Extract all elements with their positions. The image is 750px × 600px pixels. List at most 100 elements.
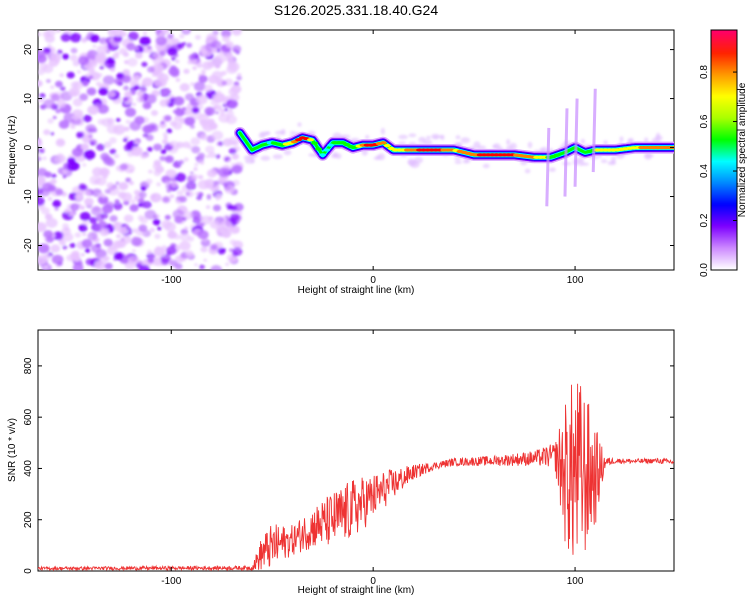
colorbar-stripe [711, 250, 737, 253]
noise-blob [166, 246, 177, 255]
noise-blob [124, 60, 129, 65]
noise-blob [38, 255, 47, 265]
noise-blob [62, 175, 67, 179]
snr-y-ticks: 0 200 400 600 800 [23, 357, 674, 574]
y-tick-label: 20 [23, 44, 34, 56]
noise-blob [200, 161, 205, 165]
ridge-peak [311, 141, 319, 145]
noise-blob [100, 97, 107, 103]
noise-blob [116, 234, 121, 239]
noise-blob [195, 34, 201, 40]
noise-blob [124, 107, 137, 118]
noise-blob [136, 96, 145, 103]
noise-blob [108, 91, 116, 98]
spectrogram-y-ticks: -20 -10 0 10 20 [23, 44, 674, 253]
colorbar-stripe [711, 74, 737, 77]
noise-blob [183, 157, 189, 162]
noise-blob [53, 231, 64, 240]
ridge-peak [323, 148, 331, 152]
colorbar-ticks: 0.0 0.2 0.4 0.6 0.8 [699, 65, 737, 277]
noise-blob [170, 69, 180, 78]
noise-blob [98, 256, 108, 264]
noise-blob [170, 65, 177, 71]
colorbar-stripe [711, 132, 737, 135]
noise-blob [159, 50, 167, 57]
noise-blob [228, 100, 238, 108]
noise-blob [50, 244, 61, 253]
noise-blob [131, 236, 143, 247]
noise-blob [84, 197, 94, 206]
noise-blob [110, 67, 116, 72]
noise-blob [135, 52, 143, 59]
colorbar-stripe [711, 260, 737, 263]
noise-blob [112, 221, 122, 229]
noise-blob [157, 226, 162, 231]
colorbar-stripe [711, 70, 737, 73]
colorbar-stripe [711, 258, 737, 261]
noise-blob [90, 206, 103, 216]
noise-blob [58, 120, 70, 129]
noise-blob [159, 155, 166, 162]
noise-blob [431, 133, 440, 140]
noise-blob [162, 196, 170, 203]
noise-blob [48, 185, 57, 192]
noise-blob [54, 207, 59, 211]
colorbar-stripe [711, 142, 737, 145]
ridge-smear [573, 98, 579, 187]
noise-blob [113, 240, 123, 249]
noise-blob [126, 42, 136, 51]
colorbar-stripe [711, 172, 737, 175]
noise-blob [157, 73, 169, 83]
noise-blob [97, 193, 102, 197]
noise-blob [184, 226, 189, 230]
noise-blob [226, 64, 238, 74]
colorbar-stripe [711, 140, 737, 143]
noise-blob [169, 94, 175, 99]
colorbar-stripe [711, 38, 737, 41]
noise-blob [380, 127, 385, 135]
colorbar-stripe [711, 64, 737, 67]
noise-blob [107, 185, 120, 196]
noise-blob [188, 54, 196, 61]
colorbar-stripe [711, 206, 737, 209]
noise-blob [146, 122, 159, 133]
noise-blob [114, 51, 120, 56]
noise-blob [85, 124, 97, 134]
noise-blob [57, 49, 63, 55]
noise-blob [56, 261, 63, 266]
noise-blob [132, 102, 136, 106]
snr-x-axis-label: Height of straight line (km) [298, 585, 415, 596]
colorbar-stripe [711, 154, 737, 157]
noise-blob [119, 163, 128, 171]
noise-blob [194, 263, 198, 267]
noise-blob [230, 205, 238, 212]
noise-blob [144, 153, 149, 157]
noise-blob [130, 146, 143, 157]
noise-blob [170, 181, 179, 188]
noise-blob [127, 57, 138, 67]
noise-blob [164, 115, 172, 122]
colorbar-stripe [711, 72, 737, 75]
noise-blob [218, 113, 230, 123]
noise-blob [200, 246, 208, 253]
noise-blob [160, 254, 171, 263]
colorbar-stripe [711, 164, 737, 167]
noise-blob [221, 80, 228, 86]
noise-blob [482, 163, 490, 169]
noise-blob [460, 137, 471, 144]
noise-blob [197, 230, 209, 240]
noise-blob [215, 111, 219, 115]
noise-blob [527, 141, 533, 149]
noise-blob [330, 153, 338, 159]
noise-blob [153, 246, 166, 257]
x-tick-label: 0 [370, 576, 376, 587]
colorbar-stripe [711, 224, 737, 227]
noise-blob [134, 46, 140, 51]
noise-blob [219, 108, 226, 114]
colorbar-stripe [711, 136, 737, 139]
noise-blob [619, 136, 624, 143]
noise-blob [86, 87, 97, 96]
colorbar-stripe [711, 248, 737, 251]
noise-blob [133, 74, 141, 81]
noise-blob [123, 52, 129, 57]
